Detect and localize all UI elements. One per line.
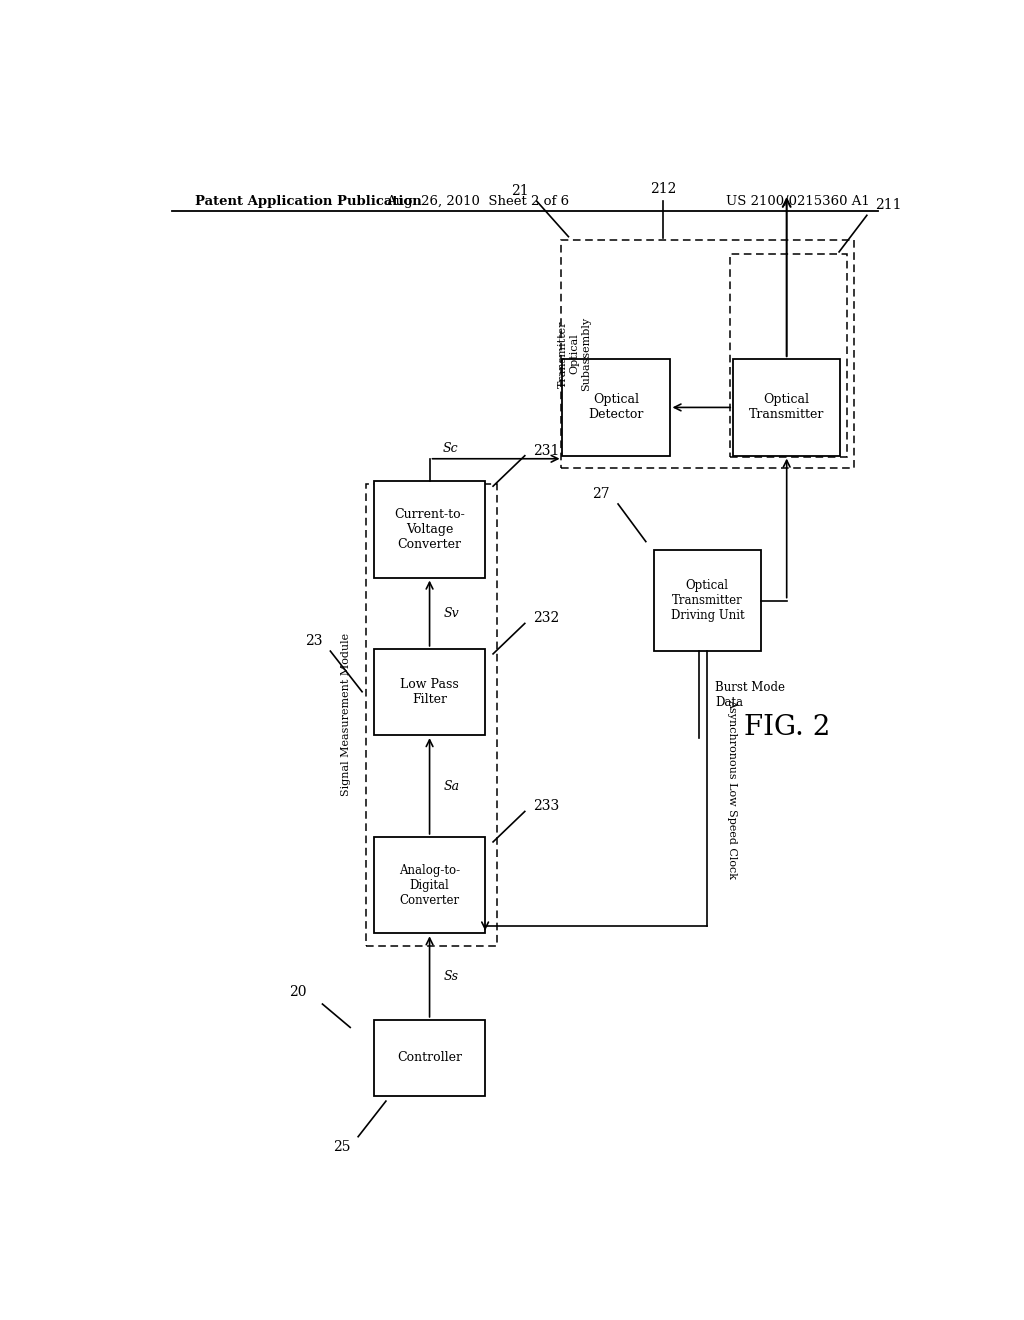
Text: Low Pass
Filter: Low Pass Filter [400,678,459,706]
Text: Optical
Detector: Optical Detector [589,393,644,421]
Text: Aug. 26, 2010  Sheet 2 of 6: Aug. 26, 2010 Sheet 2 of 6 [386,194,568,207]
Text: Current-to-
Voltage
Converter: Current-to- Voltage Converter [394,508,465,550]
Bar [733,359,841,455]
Text: 25: 25 [333,1140,350,1154]
Text: 23: 23 [305,634,323,648]
Bar [560,240,854,469]
Text: 233: 233 [532,800,559,813]
Bar [653,549,761,651]
Bar [562,359,670,455]
Text: Sv: Sv [443,607,460,619]
Bar [374,1020,485,1096]
Text: 27: 27 [593,487,610,500]
Text: 211: 211 [874,198,901,213]
Text: 21: 21 [511,183,528,198]
Text: Sc: Sc [442,442,458,455]
Text: Analog-to-
Digital
Converter: Analog-to- Digital Converter [399,863,460,907]
Text: Optical
Transmitter: Optical Transmitter [749,393,824,421]
Text: 232: 232 [532,611,559,626]
Text: Ss: Ss [443,970,459,983]
Bar [374,649,485,735]
Text: US 2100/0215360 A1: US 2100/0215360 A1 [726,194,870,207]
Text: Sa: Sa [443,780,460,792]
Text: 212: 212 [650,182,677,195]
Bar [374,480,485,578]
Text: 20: 20 [289,985,306,999]
Text: Signal Measurement Module: Signal Measurement Module [341,634,351,796]
Text: FIG. 2: FIG. 2 [743,714,829,741]
Text: 231: 231 [532,444,559,458]
Text: Patent Application Publication: Patent Application Publication [196,194,422,207]
Text: Controller: Controller [397,1052,462,1064]
Bar [367,483,497,946]
Text: Burst Mode
Data: Burst Mode Data [715,681,785,709]
Text: Asynchronous Low Speed Clock: Asynchronous Low Speed Clock [727,698,737,879]
Text: Transmitter
Optical
Subassembly: Transmitter Optical Subassembly [558,317,592,391]
Text: Optical
Transmitter
Driving Unit: Optical Transmitter Driving Unit [671,579,744,622]
Bar [729,253,847,457]
Bar [374,837,485,933]
